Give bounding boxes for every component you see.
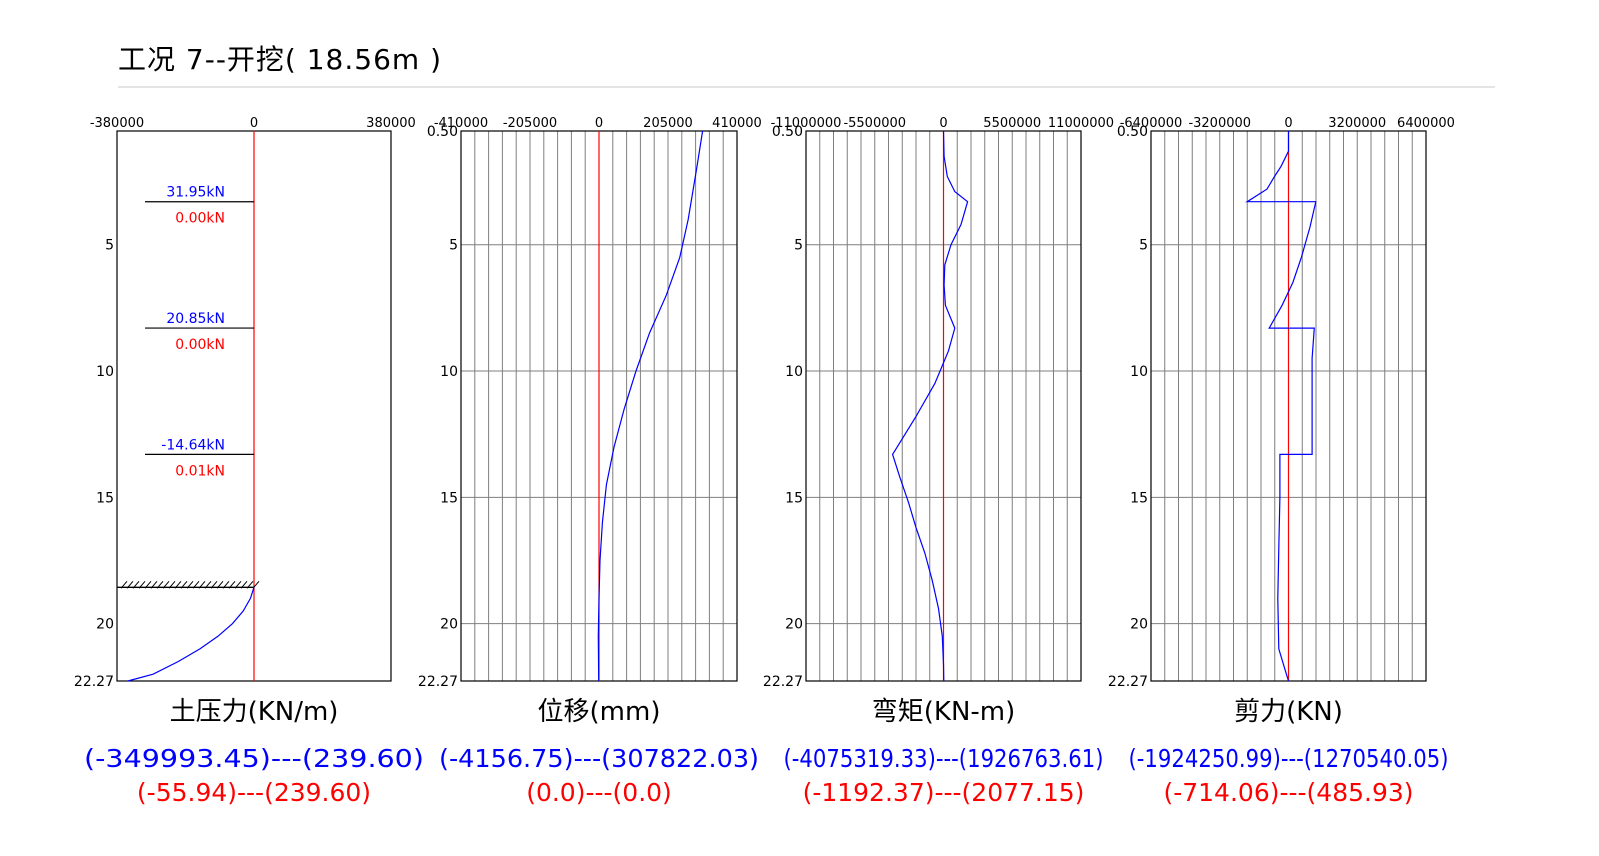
y-tick-label: 15 (1130, 490, 1148, 506)
x-tick-label: 5500000 (983, 116, 1041, 131)
support-secondary-label: 0.00kN (175, 211, 225, 227)
y-tick-label: 0.50 (427, 124, 458, 140)
y-tick-label: 20 (785, 617, 803, 633)
x-tick-label: -205000 (503, 116, 557, 131)
x-tick-label: 0 (250, 116, 258, 131)
x-tick-label: 410000 (712, 116, 762, 131)
hatch-mark (246, 580, 254, 589)
range-primary: (-4075319.33)---(1926763.61) (784, 744, 1104, 773)
series-line (127, 587, 255, 682)
hatch-mark (144, 580, 152, 589)
x-tick-label: 6400000 (1397, 116, 1455, 131)
hatch-mark (126, 580, 134, 589)
y-tick-label: 0.50 (772, 124, 803, 140)
x-tick-label: 3200000 (1328, 116, 1386, 131)
x-axis-label: 剪力(KN) (1234, 697, 1343, 727)
series-line (597, 130, 704, 682)
page-title: 工况 7--开挖( 18.56m ) (118, 43, 443, 76)
hatch-mark (240, 580, 248, 589)
x-tick-label: -6400000 (1120, 116, 1183, 131)
x-tick-label: 0 (939, 116, 947, 131)
range-primary: (-1924250.99)---(1270540.05) (1129, 744, 1449, 773)
y-tick-label: 5 (794, 238, 803, 254)
hatch-mark (234, 580, 242, 589)
panel-displacement (460, 130, 738, 682)
hatch-mark (210, 580, 218, 589)
support-secondary-label: 0.01kN (175, 463, 225, 479)
x-tick-label: 205000 (643, 116, 693, 131)
x-tick-label: 0 (595, 116, 603, 131)
range-secondary: (-714.06)---(485.93) (1163, 778, 1413, 807)
y-tick-label: 22.27 (74, 674, 114, 690)
hatch-mark (216, 580, 224, 589)
x-tick-label: 11000000 (1048, 116, 1114, 131)
y-tick-label: 5 (105, 238, 114, 254)
hatch-mark (252, 580, 260, 589)
x-axis-label: 弯矩(KN-m) (872, 697, 1016, 727)
x-tick-label: -3200000 (1188, 116, 1251, 131)
range-primary: (-4156.75)---(307822.03) (439, 744, 759, 773)
hatch-mark (132, 580, 140, 589)
series-line (891, 130, 969, 682)
y-tick-label: 5 (449, 238, 458, 254)
panel-bending_moment (805, 130, 1082, 682)
support-secondary-label: 0.00kN (175, 337, 225, 353)
hatch-mark (150, 580, 158, 589)
range-secondary: (0.0)---(0.0) (526, 778, 672, 807)
y-tick-label: 5 (1139, 238, 1148, 254)
y-tick-label: 15 (440, 490, 458, 506)
hatch-mark (222, 580, 230, 589)
panel-shear_force (1150, 130, 1427, 682)
y-tick-label: 15 (785, 490, 803, 506)
hatch-mark (168, 580, 176, 589)
x-tick-label: -5500000 (843, 116, 906, 131)
y-tick-label: 20 (1130, 617, 1148, 633)
series-line (1245, 131, 1317, 682)
y-tick-label: 22.27 (763, 674, 803, 690)
y-tick-label: 22.27 (418, 674, 458, 690)
support-force-label: 20.85kN (166, 311, 225, 327)
support-force-label: 31.95kN (166, 185, 225, 201)
hatch-mark (138, 580, 146, 589)
hatch-mark (186, 580, 194, 589)
hatch-mark (156, 580, 164, 589)
y-tick-label: 20 (440, 617, 458, 633)
y-tick-label: 22.27 (1108, 674, 1148, 690)
x-tick-label: -410000 (434, 116, 488, 131)
y-tick-label: 20 (96, 617, 114, 633)
y-tick-label: 10 (440, 364, 458, 380)
range-secondary: (-55.94)---(239.60) (137, 778, 371, 807)
x-axis-label: 位移(mm) (538, 697, 661, 727)
panel-earth_pressure (116, 130, 392, 682)
hatch-mark (180, 580, 188, 589)
x-tick-label: 0 (1284, 116, 1292, 131)
y-tick-label: 10 (785, 364, 803, 380)
x-tick-label: -11000000 (771, 116, 842, 131)
hatch-mark (228, 580, 236, 589)
x-axis-label: 土压力(KN/m) (170, 697, 339, 727)
hatch-mark (162, 580, 170, 589)
range-secondary: (-1192.37)---(2077.15) (803, 778, 1085, 807)
x-tick-label: -380000 (90, 116, 144, 131)
hatch-mark (204, 580, 212, 589)
y-tick-label: 10 (1130, 364, 1148, 380)
hatch-mark (174, 580, 182, 589)
hatch-mark (198, 580, 206, 589)
range-primary: (-349993.45)---(239.60) (84, 744, 424, 773)
y-tick-label: 15 (96, 490, 114, 506)
y-tick-label: 0.50 (1117, 124, 1148, 140)
hatch-mark (192, 580, 200, 589)
y-tick-label: 10 (96, 364, 114, 380)
support-force-label: -14.64kN (161, 437, 225, 453)
hatch-mark (120, 580, 128, 589)
x-tick-label: 380000 (366, 116, 416, 131)
